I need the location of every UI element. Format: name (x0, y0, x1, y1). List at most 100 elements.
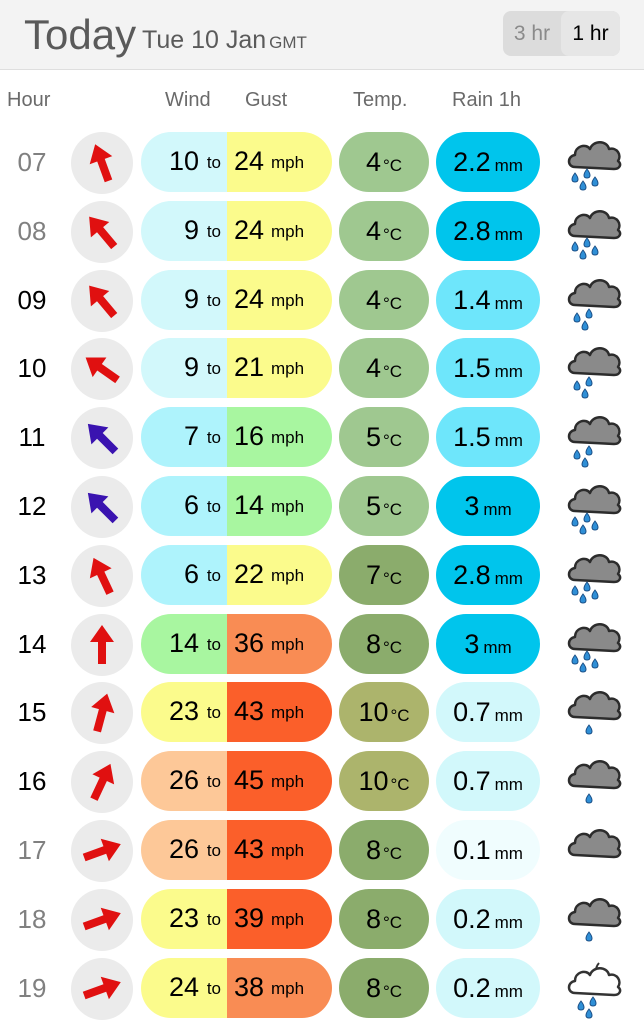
heavy-rain-cloud-icon (563, 200, 627, 264)
interval-3hr-button[interactable]: 3 hr (513, 22, 551, 45)
heavy-rain-cloud-icon (563, 475, 627, 539)
wind-to-label: to (206, 772, 221, 791)
temperature-pill: 8 °C (339, 958, 429, 1018)
rain-value: 3 (464, 491, 480, 521)
column-header-hour: Hour (7, 89, 51, 111)
temperature-value: 4 (365, 285, 381, 315)
wind-direction-icon (71, 407, 133, 469)
rain-value: 1.4 (453, 285, 491, 315)
temperature-unit: °C (382, 638, 403, 657)
rain-pill: 0.2 mm (436, 889, 540, 949)
gust-speed-pill: 24 mph (227, 132, 332, 192)
hour-label: 16 (17, 766, 47, 796)
hour-label: 14 (17, 629, 47, 659)
temperature-unit: °C (382, 431, 403, 450)
speed-unit: mph (271, 772, 305, 791)
wind-direction-icon (71, 820, 133, 882)
temperature-unit: °C (382, 844, 403, 863)
gust-speed-pill: 39 mph (227, 889, 332, 949)
column-header-wind: Wind (165, 89, 211, 111)
rain-unit: mm (494, 294, 523, 313)
wind-direction-icon (71, 751, 133, 813)
temperature-pill: 4 °C (339, 338, 429, 398)
forecast-row: 07 10 to 24 mph 4 °C 2.2 mm (0, 131, 644, 195)
rain-unit: mm (494, 913, 523, 932)
wind-speed-value: 24 (168, 972, 199, 1002)
rain-pill: 0.2 mm (436, 958, 540, 1018)
rain-unit: mm (494, 844, 523, 863)
hour-label: 10 (17, 353, 47, 383)
light-rain-cloud-icon (563, 681, 627, 745)
interval-1hr-button[interactable]: 1 hr (561, 11, 620, 56)
wind-speed-value: 10 (168, 146, 199, 176)
speed-unit: mph (271, 222, 305, 241)
wind-speed-value: 6 (183, 490, 199, 520)
gust-speed-value: 38 (234, 972, 265, 1002)
gust-speed-value: 14 (234, 490, 265, 520)
temperature-pill: 4 °C (339, 132, 429, 192)
wind-speed-value: 9 (183, 215, 199, 245)
rain-unit: mm (494, 156, 523, 175)
rain-pill: 3 mm (436, 614, 540, 674)
rain-pill: 2.8 mm (436, 545, 540, 605)
temperature-value: 7 (365, 560, 381, 590)
temperature-value: 10 (358, 697, 389, 727)
wind-direction-icon (71, 958, 133, 1020)
interval-selector: 3 hr 1 hr (503, 11, 620, 56)
page-title: Today (24, 11, 137, 58)
speed-unit: mph (271, 635, 305, 654)
speed-unit: mph (271, 153, 305, 172)
wind-to-label: to (206, 703, 221, 722)
hour-label: 17 (17, 835, 47, 865)
gust-speed-pill: 24 mph (227, 270, 332, 330)
gust-speed-value: 36 (234, 628, 265, 658)
rain-pill: 0.7 mm (436, 751, 540, 811)
wind-speed-pill: 23 to (141, 889, 229, 949)
hour-label: 13 (17, 560, 47, 590)
gust-speed-pill: 36 mph (227, 614, 332, 674)
rain-value: 0.2 (453, 904, 491, 934)
rain-cloud-icon (563, 269, 627, 333)
wind-direction-icon (71, 270, 133, 332)
temperature-unit: °C (382, 225, 403, 244)
temperature-value: 8 (365, 973, 381, 1003)
forecast-row: 09 9 to 24 mph 4 °C 1.4 mm (0, 269, 644, 333)
rain-value: 1.5 (453, 422, 491, 452)
speed-unit: mph (271, 291, 305, 310)
temperature-unit: °C (382, 500, 403, 519)
wind-to-label: to (206, 635, 221, 654)
temperature-value: 8 (365, 835, 381, 865)
wind-to-label: to (206, 841, 221, 860)
hour-label: 07 (17, 147, 47, 177)
gust-speed-pill: 16 mph (227, 407, 332, 467)
gust-speed-pill: 43 mph (227, 820, 332, 880)
gust-speed-value: 45 (234, 765, 265, 795)
heavy-rain-cloud-icon (563, 131, 627, 195)
wind-speed-pill: 10 to (141, 132, 229, 192)
forecast-row: 14 14 to 36 mph 8 °C 3 mm (0, 613, 644, 677)
timezone-label: GMT (269, 33, 307, 52)
wind-direction-icon (71, 889, 133, 951)
gust-speed-value: 43 (234, 834, 265, 864)
temperature-pill: 8 °C (339, 820, 429, 880)
rain-unit: mm (494, 362, 523, 381)
temperature-pill: 4 °C (339, 270, 429, 330)
wind-speed-pill: 9 to (141, 338, 229, 398)
forecast-row: 15 23 to 43 mph 10 °C 0.7 mm (0, 681, 644, 745)
wind-to-label: to (206, 497, 221, 516)
forecast-row: 11 7 to 16 mph 5 °C 1.5 mm (0, 406, 644, 470)
wind-direction-icon (71, 476, 133, 538)
column-header-rain: Rain 1h (452, 89, 521, 111)
wind-speed-value: 9 (183, 352, 199, 382)
forecast-row: 16 26 to 45 mph 10 °C 0.7 mm (0, 750, 644, 814)
gust-speed-pill: 22 mph (227, 545, 332, 605)
speed-unit: mph (271, 910, 305, 929)
hour-label: 15 (17, 697, 47, 727)
wind-to-label: to (206, 291, 221, 310)
rain-value: 2.8 (453, 560, 491, 590)
rain-unit: mm (494, 225, 523, 244)
gust-speed-value: 24 (234, 284, 265, 314)
header-bar: Today Tue 10 Jan GMT 3 hr 1 hr (0, 0, 644, 70)
gust-speed-value: 24 (234, 215, 265, 245)
rain-unit: mm (494, 775, 523, 794)
